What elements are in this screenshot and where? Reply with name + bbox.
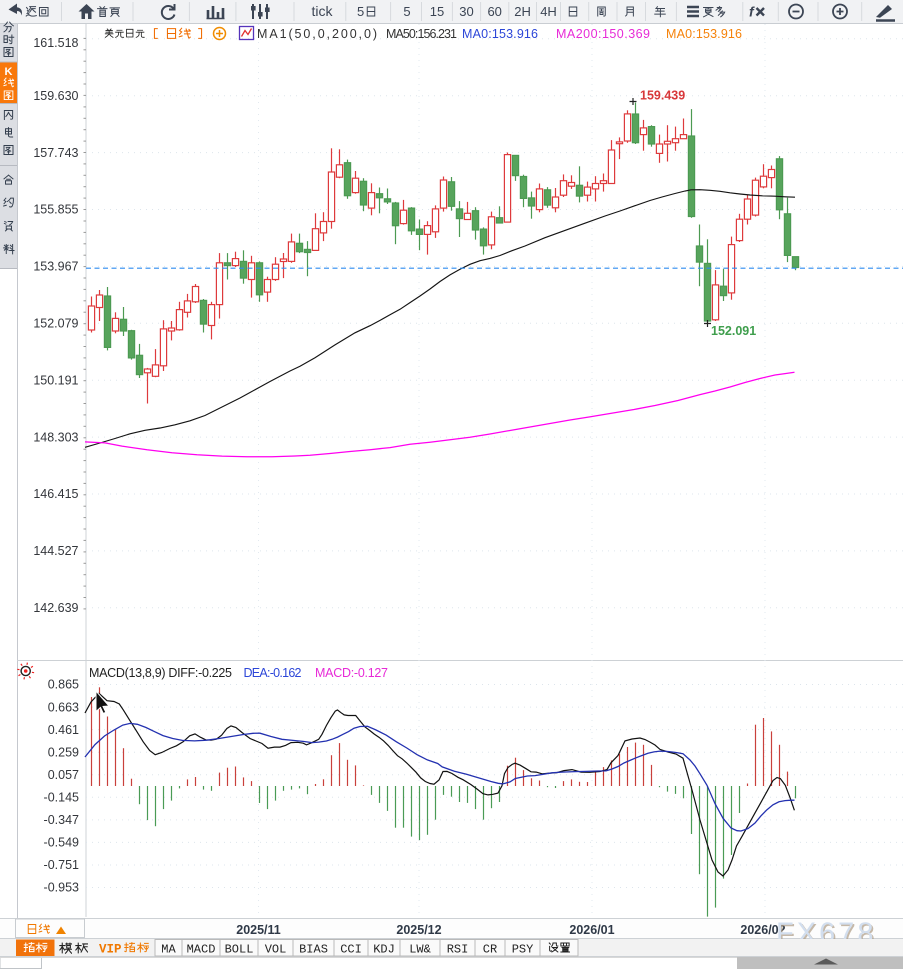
- svg-text:CR: CR: [483, 943, 497, 957]
- svg-text:K: K: [5, 66, 13, 78]
- svg-text:2026/01: 2026/01: [569, 923, 614, 937]
- svg-text:159.630: 159.630: [33, 89, 78, 103]
- svg-text:2H: 2H: [514, 4, 531, 19]
- svg-text:144.527: 144.527: [33, 544, 78, 558]
- svg-text:142.639: 142.639: [33, 601, 78, 615]
- svg-text:MACD(13,8,9) DIFF:-0.225: MACD(13,8,9) DIFF:-0.225: [89, 666, 232, 680]
- svg-text:152.079: 152.079: [33, 317, 78, 331]
- svg-text:15: 15: [430, 4, 444, 19]
- svg-text:-0.953: -0.953: [44, 881, 79, 895]
- svg-text:BIAS: BIAS: [299, 943, 328, 957]
- svg-text:MA: MA: [161, 943, 176, 957]
- svg-text:0.259: 0.259: [48, 745, 79, 759]
- svg-text:VIP: VIP: [99, 943, 122, 957]
- svg-text:5: 5: [403, 4, 410, 19]
- svg-text:-0.145: -0.145: [44, 791, 79, 805]
- svg-text:-0.549: -0.549: [44, 836, 79, 850]
- svg-text:MA200:150.369: MA200:150.369: [556, 27, 650, 41]
- svg-text:153.967: 153.967: [33, 260, 78, 274]
- svg-text:0.461: 0.461: [48, 723, 79, 737]
- svg-text:30: 30: [459, 4, 473, 19]
- svg-text:60: 60: [487, 4, 501, 19]
- svg-text:150.191: 150.191: [33, 373, 78, 387]
- svg-text:LW&: LW&: [409, 943, 431, 957]
- svg-text:0.057: 0.057: [48, 768, 79, 782]
- svg-text:MACD: MACD: [187, 943, 216, 957]
- svg-text:tick: tick: [312, 3, 334, 19]
- svg-text:f: f: [749, 4, 755, 20]
- svg-text:CCI: CCI: [340, 943, 362, 957]
- svg-text:2025/12: 2025/12: [396, 923, 441, 937]
- svg-text:MA0:153.916: MA0:153.916: [666, 27, 742, 41]
- svg-text:2025/11: 2025/11: [236, 923, 281, 937]
- svg-text:0.663: 0.663: [48, 700, 79, 714]
- svg-text:PSY: PSY: [512, 943, 534, 957]
- svg-text:MACD:-0.127: MACD:-0.127: [315, 666, 388, 680]
- svg-text:MA1(50,0,200,0): MA1(50,0,200,0): [257, 27, 377, 41]
- svg-text:0.865: 0.865: [48, 678, 79, 692]
- svg-text:MA50:156.231: MA50:156.231: [386, 27, 457, 41]
- svg-text:146.415: 146.415: [33, 487, 78, 501]
- svg-text:5: 5: [357, 4, 364, 19]
- svg-text:157.743: 157.743: [33, 146, 78, 160]
- svg-text:161.518: 161.518: [33, 36, 78, 50]
- svg-text:RSI: RSI: [447, 943, 469, 957]
- svg-text:-0.347: -0.347: [44, 813, 79, 827]
- svg-text:4H: 4H: [540, 4, 557, 19]
- svg-text:-0.751: -0.751: [44, 858, 79, 872]
- svg-text:VOL: VOL: [265, 943, 287, 957]
- svg-text:148.303: 148.303: [33, 430, 78, 444]
- svg-text:152.091: 152.091: [711, 324, 756, 338]
- svg-text:2026/02: 2026/02: [740, 923, 785, 937]
- svg-text:MA0:153.916: MA0:153.916: [462, 27, 538, 41]
- svg-text:159.439: 159.439: [640, 89, 685, 103]
- svg-text:BOLL: BOLL: [225, 943, 254, 957]
- svg-text:KDJ: KDJ: [373, 943, 395, 957]
- svg-text:155.855: 155.855: [33, 203, 78, 217]
- svg-text:DEA:-0.162: DEA:-0.162: [244, 666, 302, 680]
